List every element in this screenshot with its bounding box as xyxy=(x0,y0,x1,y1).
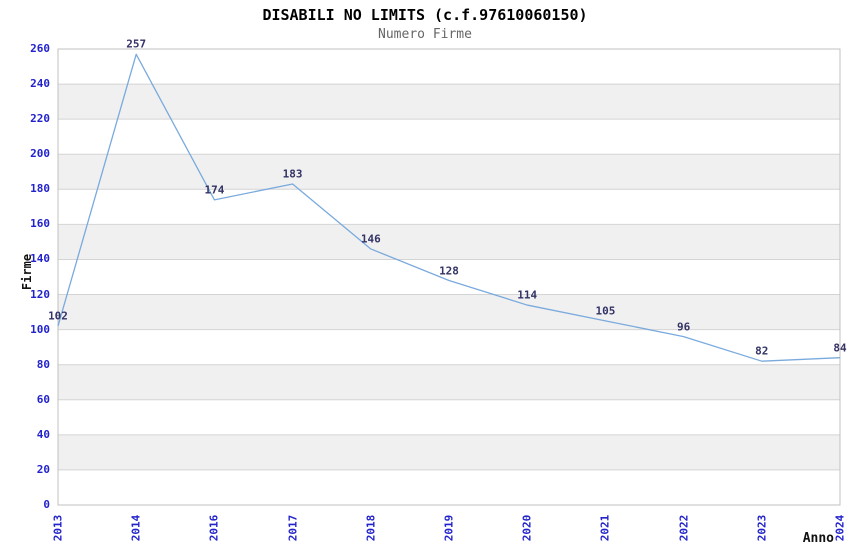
grid-band xyxy=(58,294,840,330)
y-tick-label: 160 xyxy=(30,217,50,231)
y-tick-label: 80 xyxy=(36,357,50,371)
chart-title: DISABILI NO LIMITS (c.f.97610060150) xyxy=(262,6,588,24)
grid-band xyxy=(58,434,840,470)
grid-band xyxy=(58,154,840,190)
chart-subtitle: Numero Firme xyxy=(378,27,472,42)
y-tick-label: 60 xyxy=(36,392,50,406)
y-tick-label: 180 xyxy=(30,182,50,196)
x-tick-label: 2020 xyxy=(520,514,534,542)
data-point-label: 84 xyxy=(833,341,847,355)
data-point-label: 102 xyxy=(48,309,68,323)
data-point-label: 128 xyxy=(439,264,459,277)
plot-border xyxy=(57,48,841,506)
x-tick-label: 2017 xyxy=(286,514,300,542)
y-tick-label: 260 xyxy=(30,42,50,55)
data-point-label: 105 xyxy=(595,304,616,318)
series-line xyxy=(57,53,841,362)
data-point-label: 257 xyxy=(126,37,147,51)
y-tick-label: 140 xyxy=(30,252,50,266)
data-point-label: 174 xyxy=(204,183,225,197)
data-point-label: 96 xyxy=(676,320,691,334)
x-tick-label: 2019 xyxy=(442,514,456,542)
data-point-label: 183 xyxy=(282,167,303,181)
y-tick-label: 20 xyxy=(36,462,50,476)
x-tick-label: 2023 xyxy=(755,514,769,542)
y-tick-label: 200 xyxy=(30,147,50,161)
x-tick-label: 2013 xyxy=(51,514,65,542)
x-axis-title: Anno xyxy=(802,531,834,546)
x-tick-label: 2014 xyxy=(129,514,143,542)
y-tick-label: 100 xyxy=(30,322,50,336)
x-tick-label: 2022 xyxy=(677,514,691,542)
y-tick-label: 0 xyxy=(43,498,50,511)
x-tick-label: 2021 xyxy=(598,514,612,542)
y-tick-label: 40 xyxy=(36,427,50,441)
y-tick-label: 240 xyxy=(30,77,50,91)
grid-band xyxy=(58,364,840,400)
x-tick-label: 2024 xyxy=(833,514,847,542)
data-point-label: 146 xyxy=(360,232,381,246)
x-tick-label: 2018 xyxy=(364,514,378,542)
y-tick-label: 220 xyxy=(30,112,50,126)
data-point-label: 114 xyxy=(517,288,538,302)
y-tick-label: 120 xyxy=(30,287,50,301)
x-tick-label: 2016 xyxy=(207,514,221,542)
grid-band xyxy=(58,84,840,120)
grid-band xyxy=(58,224,840,260)
data-point-label: 82 xyxy=(755,344,769,358)
